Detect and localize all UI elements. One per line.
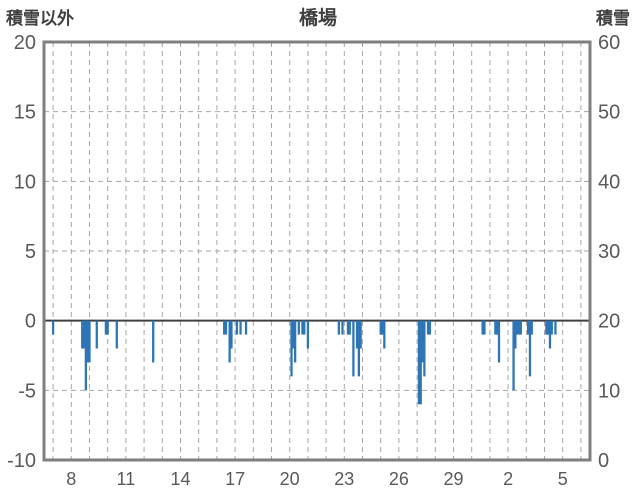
data-bar [294,320,297,363]
data-bar [152,320,155,363]
data-bar [517,320,521,335]
left-tick-label: -5 [18,380,36,402]
right-tick-label: 10 [598,380,620,402]
data-bar [512,320,515,391]
data-bar [545,320,548,335]
data-bar [306,320,310,349]
data-bar [548,320,552,349]
left-tick-label: 15 [14,102,36,124]
data-bar [359,320,362,349]
left-tick-label: 20 [14,32,36,54]
data-bar [115,320,118,349]
data-bar [95,320,98,349]
x-tick-label: 11 [117,469,136,489]
data-bar [516,320,519,335]
data-bar [81,320,84,349]
data-bar [417,320,421,405]
data-bar [419,320,422,405]
data-bar [528,320,532,377]
x-tick-label: 29 [443,469,463,489]
data-bar [383,320,386,349]
left-tick-label: 10 [14,171,36,193]
chart-title: 橋場 [299,6,337,29]
data-bar [428,320,431,335]
data-bar [292,320,295,349]
data-bar [357,320,360,377]
data-bar [86,320,89,363]
right-tick-label: 40 [598,171,620,193]
x-tick-label: 17 [225,469,245,489]
left-tick-label: 0 [25,311,36,333]
x-tick-label: 14 [170,469,190,489]
data-bar [51,320,55,335]
data-bar [426,320,430,335]
right-tick-label: 50 [598,102,620,124]
data-bar [554,320,557,335]
data-bar [526,320,530,335]
data-bar [530,320,533,335]
right-tick-label: 0 [598,450,609,472]
data-bar [297,320,300,335]
x-tick-label: 2 [503,469,513,489]
data-bar [514,320,517,349]
data-bar [230,320,233,349]
data-bar [303,320,306,335]
data-bar [547,320,550,335]
plot-area-frame [42,40,592,462]
data-bar [224,320,228,335]
x-tick-label: 20 [280,469,300,489]
data-bar [82,320,86,349]
data-bar [421,320,424,363]
right-tick-label: 20 [598,311,620,333]
data-bars [51,320,557,405]
x-tick-label: 23 [334,469,354,489]
data-bar [84,320,87,391]
right-tick-label: 60 [598,32,620,54]
data-bar [244,320,248,335]
data-bar [483,320,486,335]
data-bar [301,320,304,335]
right-tick-label: 30 [598,241,620,263]
data-bar [550,320,553,335]
left-tick-label: 5 [25,241,36,263]
data-bar [223,320,226,335]
data-bar [341,320,344,335]
data-bar [481,320,484,335]
x-tick-label: 5 [558,469,568,489]
data-bar [348,320,351,335]
data-bar [228,320,231,363]
x-tick-label: 26 [389,469,409,489]
data-bar [497,320,501,363]
right-axis-title: 積雪 [596,8,630,28]
data-bar [519,320,522,335]
data-bar [337,320,340,335]
x-axis-ticks: 8 11 14 17 20 23 26 29 2 5 [66,469,567,489]
gridlines [44,42,590,460]
data-bar [104,320,108,335]
data-bar [496,320,499,335]
data-bar [346,320,350,335]
data-bar [352,320,355,377]
data-bar [494,320,497,335]
right-axis-ticks: 60 50 40 30 20 10 0 [598,32,620,472]
data-bar [88,320,91,363]
data-bar [355,320,359,349]
left-tick-label: -10 [7,450,36,472]
x-tick-label: 8 [66,469,76,489]
data-bar [235,320,239,335]
data-bar [381,320,384,335]
left-axis-ticks: 20 15 10 5 0 -5 -10 [7,32,36,472]
data-bar [239,320,242,335]
left-axis-title: 積雪以外 [6,8,74,28]
data-bar [423,320,426,377]
data-bar [379,320,382,335]
data-bar [106,320,109,335]
data-bar [290,320,293,377]
